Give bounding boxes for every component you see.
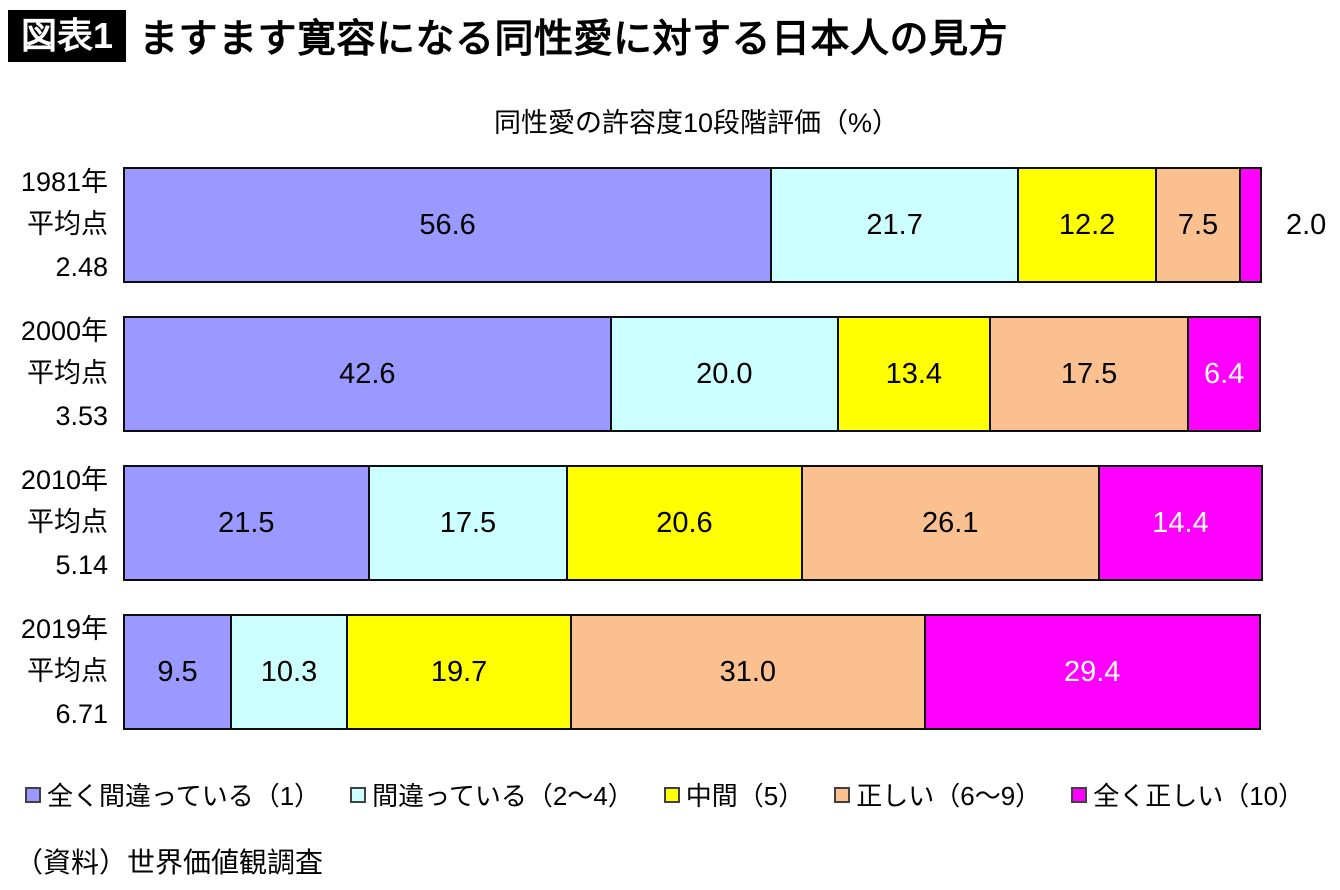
legend-label: 間違っている（2～4） [372,781,634,811]
bar-row-label: 2000年平均点 3.53 [15,316,123,432]
bar-row-label: 2019年平均点 6.71 [15,614,123,730]
bar-row-label-line: 3.53 [55,400,108,431]
legend-swatch-icon [663,786,680,803]
bar-segment: 10.3 [229,614,349,730]
bar-row: 2000年平均点 3.53 42.6 20.0 13.4 17.5 6.4 [15,316,1326,432]
bar-row-label-line: 1981年 [20,167,108,197]
stacked-bar: 56.6 21.7 12.2 7.5 [123,167,1270,283]
bar-row-label-line: 平均点 [27,656,108,687]
legend-item: 正しい（6～9） [834,776,1041,813]
bar-row-label-line: 平均点 [27,358,108,389]
bar-segment: 9.5 [123,614,232,730]
bar-segment: 56.6 [123,167,773,283]
bar-segment: 20.6 [566,465,803,581]
legend-item: 全く正しい（10） [1071,776,1304,813]
bar-row: 2010年平均点 5.14 21.5 17.5 20.6 26.1 14.4 [15,465,1326,581]
bar-segment: 26.1 [800,465,1100,581]
bar-segment: 7.5 [1155,167,1242,283]
bar-row: 1981年平均点 2.48 56.6 21.7 12.2 7.5 2.0 [15,167,1326,283]
bar-row-label-line: 2.48 [55,251,108,282]
bar-row-label-line: 6.71 [55,698,108,729]
bar-segment: 17.5 [988,316,1190,432]
bar-row-label-line: 2019年 [20,614,108,644]
bar-segment: 42.6 [123,316,612,432]
bar-segment: 19.7 [346,614,573,730]
bar-row-label-line: 2010年 [20,465,108,495]
legend-label: 正しい（6～9） [856,781,1042,811]
bar-segment [1239,167,1262,283]
bar-segment: 20.0 [609,316,839,432]
chart-legend: 全く間違っている（1） 間違っている（2～4） 中間（5） 正しい（6～9） 全く正しい… [25,776,1304,813]
bar-row-label-line: 平均点 [27,507,108,538]
bar-row: 2019年平均点 6.71 9.5 10.3 19.7 31.0 29.4 [15,614,1326,730]
legend-label: 全く間違っている（1） [47,781,321,811]
bar-row-label: 1981年平均点 2.48 [15,167,123,283]
legend-item: 間違っている（2～4） [350,776,634,813]
legend-swatch-icon [350,786,367,803]
legend-swatch-icon [834,786,851,803]
bar-segment: 17.5 [367,465,569,581]
legend-swatch-icon [25,786,41,803]
bar-segment: 29.4 [923,614,1261,730]
figure-title: ますます寛容になる同性愛に対する日本人の見方 [139,18,1009,61]
legend-label: 中間（5） [685,781,805,811]
bar-row-label-line: 5.14 [55,549,108,580]
bar-segment: 14.4 [1097,465,1264,581]
bar-segment: 12.2 [1017,167,1157,283]
figure-header: 図表1 ますます寛容になる同性愛に対する日本人の見方 [8,8,1008,64]
bar-value-outside: 2.0 [1286,208,1327,241]
legend-swatch-icon [1071,786,1088,803]
chart-rows: 1981年 平均点 2.48 56.6 21.7 12.2 7.5 2.0 2000年 平均点 3.… [15,167,1326,763]
stacked-bar: 9.5 10.3 19.7 31.0 29.4 [123,614,1270,730]
stacked-bar: 42.6 20.0 13.4 17.5 6.4 [123,316,1270,432]
bar-row-label-line: 平均点 [27,209,108,240]
legend-label: 全く正しい（10） [1093,781,1305,811]
bar-segment: 13.4 [837,316,991,432]
source-note: （資料）世界価値観調査 [15,847,324,878]
bar-segment: 21.7 [770,167,1020,283]
legend-item: 中間（5） [663,776,805,813]
stacked-bar: 21.5 17.5 20.6 26.1 14.4 [123,465,1270,581]
legend-item: 全く間違っている（1） [25,776,320,813]
bar-segment: 31.0 [570,614,926,730]
bar-row-label: 2010年平均点 5.14 [15,465,123,581]
chart-subtitle: 同性愛の許容度10段階評価（%） [493,108,900,138]
bar-segment: 21.5 [123,465,370,581]
figure-number-badge: 図表1 [8,10,127,62]
bar-segment: 6.4 [1187,316,1261,432]
bar-row-label-line: 2000年 [20,316,108,346]
